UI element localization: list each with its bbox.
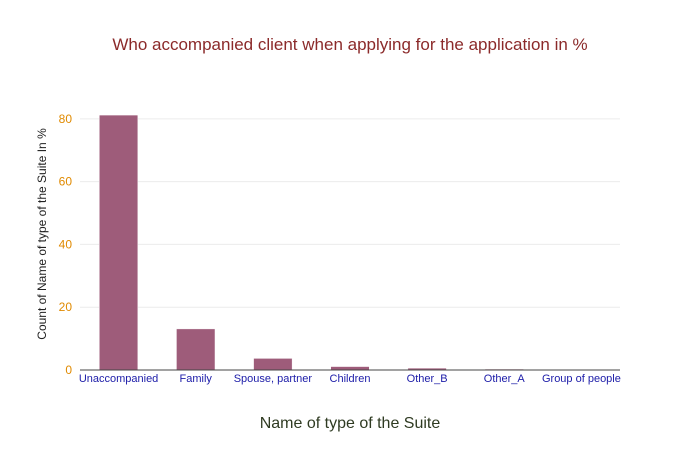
x-tick-label: Group of people	[542, 373, 621, 385]
y-tick-label: 40	[59, 237, 73, 251]
y-axis-label: Count of Name of type of the Suite In %	[35, 128, 49, 340]
x-tick-label: Children	[330, 373, 371, 385]
bar[interactable]	[331, 367, 370, 370]
x-tick-label: Spouse, partner	[234, 373, 313, 385]
y-tick-label: 0	[65, 363, 72, 377]
x-tick-label: Other_A	[484, 373, 526, 385]
y-tick-label: 80	[59, 112, 73, 126]
chart-title: Who accompanied client when applying for…	[112, 35, 587, 54]
x-tick-label: Family	[180, 373, 213, 385]
y-tick-label: 60	[59, 175, 73, 189]
x-tick-labels: Unaccompanied Family Spouse, partner Childr…	[79, 373, 621, 385]
x-tick-label: Unaccompanied	[79, 373, 159, 385]
bar[interactable]	[99, 115, 138, 370]
y-tick-labels: 0 20 40 60 80	[59, 112, 73, 377]
gridlines	[80, 119, 620, 307]
x-tick-label: Other_B	[407, 373, 448, 385]
x-axis-label: Name of type of the Suite	[260, 415, 441, 432]
bars	[99, 115, 600, 370]
bar[interactable]	[254, 358, 293, 370]
bar[interactable]	[176, 329, 215, 370]
y-tick-label: 20	[59, 300, 73, 314]
